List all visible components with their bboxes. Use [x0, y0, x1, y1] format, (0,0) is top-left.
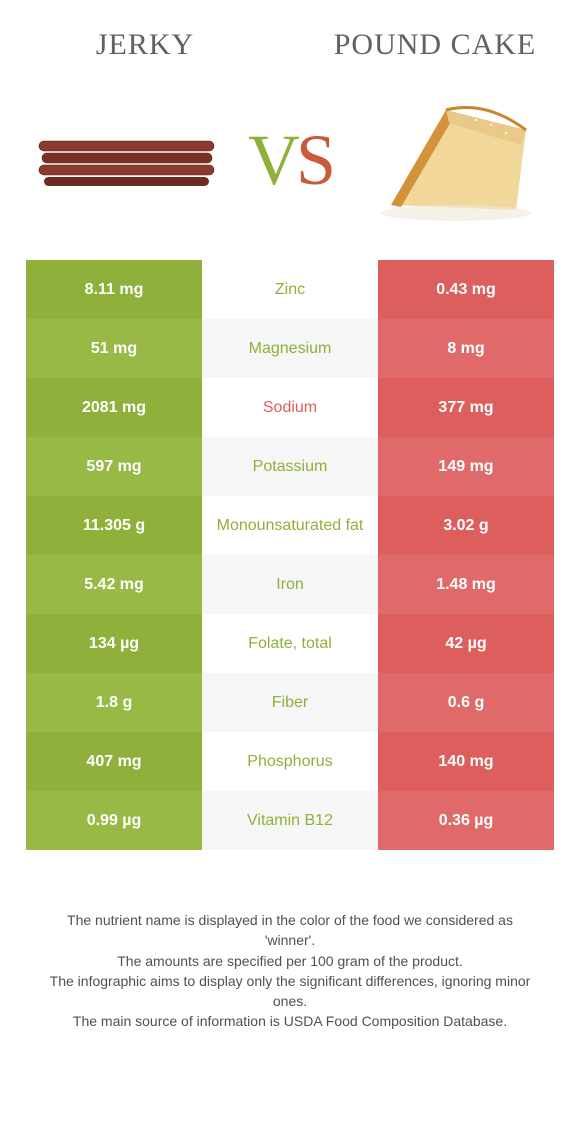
footer-line-2: The amounts are specified per 100 gram o… [40, 951, 540, 971]
nutrient-label: Magnesium [202, 319, 378, 378]
nutrient-label: Fiber [202, 673, 378, 732]
left-value: 5.42 mg [26, 555, 202, 614]
footer-notes: The nutrient name is displayed in the co… [0, 910, 580, 1032]
vs-v: V [248, 120, 296, 200]
table-row: 1.8 gFiber0.6 g [26, 673, 554, 732]
left-value: 2081 mg [26, 378, 202, 437]
table-row: 597 mgPotassium149 mg [26, 437, 554, 496]
jerky-image [34, 100, 219, 220]
nutrient-label: Iron [202, 555, 378, 614]
right-value: 377 mg [378, 378, 554, 437]
footer-line-1: The nutrient name is displayed in the co… [40, 910, 540, 951]
nutrient-label: Phosphorus [202, 732, 378, 791]
table-row: 8.11 mgZinc0.43 mg [26, 260, 554, 319]
table-row: 134 µgFolate, total42 µg [26, 614, 554, 673]
left-value: 0.99 µg [26, 791, 202, 850]
nutrient-label: Sodium [202, 378, 378, 437]
right-value: 0.43 mg [378, 260, 554, 319]
left-value: 8.11 mg [26, 260, 202, 319]
title-right: Pound cake [290, 28, 580, 62]
cake-icon [371, 95, 536, 225]
right-value: 3.02 g [378, 496, 554, 555]
comparison-table: 8.11 mgZinc0.43 mg51 mgMagnesium8 mg2081… [26, 260, 554, 850]
right-value: 8 mg [378, 319, 554, 378]
cake-image [361, 100, 546, 220]
header-row: Jerky Pound cake [0, 0, 580, 80]
left-value: 597 mg [26, 437, 202, 496]
table-row: 5.42 mgIron1.48 mg [26, 555, 554, 614]
nutrient-label: Potassium [202, 437, 378, 496]
footer-line-3: The infographic aims to display only the… [40, 971, 540, 1012]
jerky-icon [34, 133, 219, 188]
table-row: 51 mgMagnesium8 mg [26, 319, 554, 378]
left-value: 51 mg [26, 319, 202, 378]
footer-line-4: The main source of information is USDA F… [40, 1011, 540, 1031]
right-value: 140 mg [378, 732, 554, 791]
right-value: 0.36 µg [378, 791, 554, 850]
left-value: 1.8 g [26, 673, 202, 732]
title-left: Jerky [0, 28, 290, 62]
nutrient-label: Zinc [202, 260, 378, 319]
right-value: 149 mg [378, 437, 554, 496]
nutrient-label: Monounsaturated fat [202, 496, 378, 555]
right-value: 1.48 mg [378, 555, 554, 614]
images-row: VS [0, 80, 580, 260]
left-value: 11.305 g [26, 496, 202, 555]
table-row: 407 mgPhosphorus140 mg [26, 732, 554, 791]
vs-label: VS [248, 119, 332, 202]
vs-s: S [296, 120, 332, 200]
left-value: 134 µg [26, 614, 202, 673]
right-value: 0.6 g [378, 673, 554, 732]
table-row: 0.99 µgVitamin B120.36 µg [26, 791, 554, 850]
table-row: 2081 mgSodium377 mg [26, 378, 554, 437]
table-row: 11.305 gMonounsaturated fat3.02 g [26, 496, 554, 555]
nutrient-label: Folate, total [202, 614, 378, 673]
left-value: 407 mg [26, 732, 202, 791]
nutrient-label: Vitamin B12 [202, 791, 378, 850]
right-value: 42 µg [378, 614, 554, 673]
